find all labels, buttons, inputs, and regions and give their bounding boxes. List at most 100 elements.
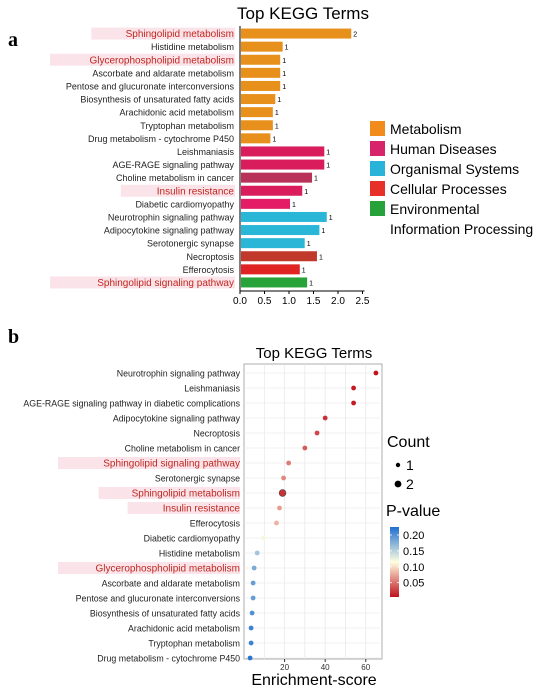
dot-category-label: Serotonergic synapse [155,474,240,484]
legend-label: Environmental [390,201,480,217]
highlight-box [127,502,240,514]
bar-count-label: 1 [307,241,311,248]
bar-category-label: AGE-RAGE signaling pathway [112,160,234,170]
dot [277,505,282,511]
bar-count-label: 1 [282,71,286,78]
x-tick-label: 60 [361,663,370,672]
dot [249,610,255,616]
legend-label: Cellular Processes [390,181,507,197]
dot [302,445,308,451]
bar [241,80,281,91]
bar [241,251,317,262]
bar-count-label: 1 [282,58,286,65]
bar [241,172,313,183]
x-tick-label: 1.5 [307,296,321,307]
bar-category-label: Drug metabolism - cytochrome P450 [88,134,234,144]
bar-count-label: 1 [292,202,296,209]
bar-category-label: Arachidonic acid metabolism [119,108,234,118]
bar-category-label: Adipocytokine signaling pathway [104,226,235,236]
highlight-box [91,27,235,40]
bar [241,159,325,170]
bar-count-label: 1 [326,149,330,156]
bar-category-label: Choline metabolism in cancer [116,173,234,183]
dot [351,400,356,406]
bar [241,133,271,144]
colorbar-tick-label: 0.20 [403,530,424,542]
bar-category-label: Leishmaniasis [177,147,235,157]
bar [241,277,308,288]
bar-category-label: Efferocytosis [183,265,235,275]
colorbar-tick-label: 0.15 [403,546,424,558]
bar [241,67,281,78]
bar-category-label: Tryptophan metabolism [140,121,234,131]
dot [286,460,292,466]
bar [241,264,300,275]
dot-category-label: Diabetic cardiomyopathy [144,534,241,544]
legend-swatch [370,141,385,156]
x-tick-label: 40 [321,663,330,672]
dot [314,430,320,436]
dot-category-label: Ascorbate and aldarate metabolism [102,579,240,589]
dot [278,489,287,497]
legend-label: Metabolism [390,121,462,137]
bar-count-label: 1 [302,267,306,274]
dot [274,520,279,526]
colorbar-tick-label: 0.10 [403,562,424,574]
highlight-box [120,184,235,197]
highlight-box [58,562,240,574]
legend-label: Organismal Systems [390,161,519,177]
bar-count-label: 1 [304,189,308,196]
bar [241,198,290,209]
legend-swatch [370,121,385,136]
bar [241,146,325,157]
bar-count-label: 1 [285,45,289,52]
bar-count-label: 1 [275,123,279,130]
dot [322,415,328,421]
bar-count-label: 1 [321,228,325,235]
dot-category-label: Drug metabolism - cytochrome P450 [97,654,240,664]
bar-count-label: 2 [353,32,357,39]
count-legend-label: 1 [406,457,414,473]
x-axis-title: Enrichment-score [251,672,376,689]
dot [260,535,266,541]
bar [241,28,352,39]
dot [248,625,254,631]
colorbar-tick-label: 0.05 [403,578,424,590]
bar [241,107,273,118]
bar-category-label: Necroptosis [186,252,234,262]
count-legend-title: Count [387,434,430,451]
count-legend-dot [395,462,401,468]
dot-category-label: AGE-RAGE signaling pathway in diabetic c… [23,399,240,409]
bar-category-label: Biosynthesis of unsaturated fatty acids [80,95,234,105]
bar [241,120,273,131]
bar [241,94,276,105]
dot [351,385,356,391]
legend-label: Human Diseases [390,141,497,157]
highlight-box [98,487,240,499]
colorbar [390,527,399,597]
dot [248,640,254,646]
bar-count-label: 1 [319,254,323,261]
bar-count-label: 1 [326,163,330,170]
bar [241,54,281,65]
count-legend-label: 2 [406,476,414,492]
count-legend-dot [394,480,402,488]
pvalue-legend-title: P-value [386,503,440,520]
x-tick-label: 0.0 [233,296,247,307]
dot-category-label: Sphingolipid metabolism [132,489,240,500]
highlight-box [50,276,235,289]
bar [241,238,305,249]
bar-category-label: Sphingolipid metabolism [126,29,234,40]
dot-category-label: Biosynthesis of unsaturated fatty acids [90,609,241,619]
bar-count-label: 1 [282,84,286,91]
dot [254,550,260,556]
plot-frame [243,363,383,660]
legend-swatch [370,161,385,176]
legend-label: Information Processing [390,221,533,237]
dot-category-label: Insulin resistance [163,504,241,515]
x-tick-label: 2.0 [331,296,345,307]
legend-swatch [370,201,385,216]
bar-category-label: Diabetic cardiomyopathy [135,199,234,209]
